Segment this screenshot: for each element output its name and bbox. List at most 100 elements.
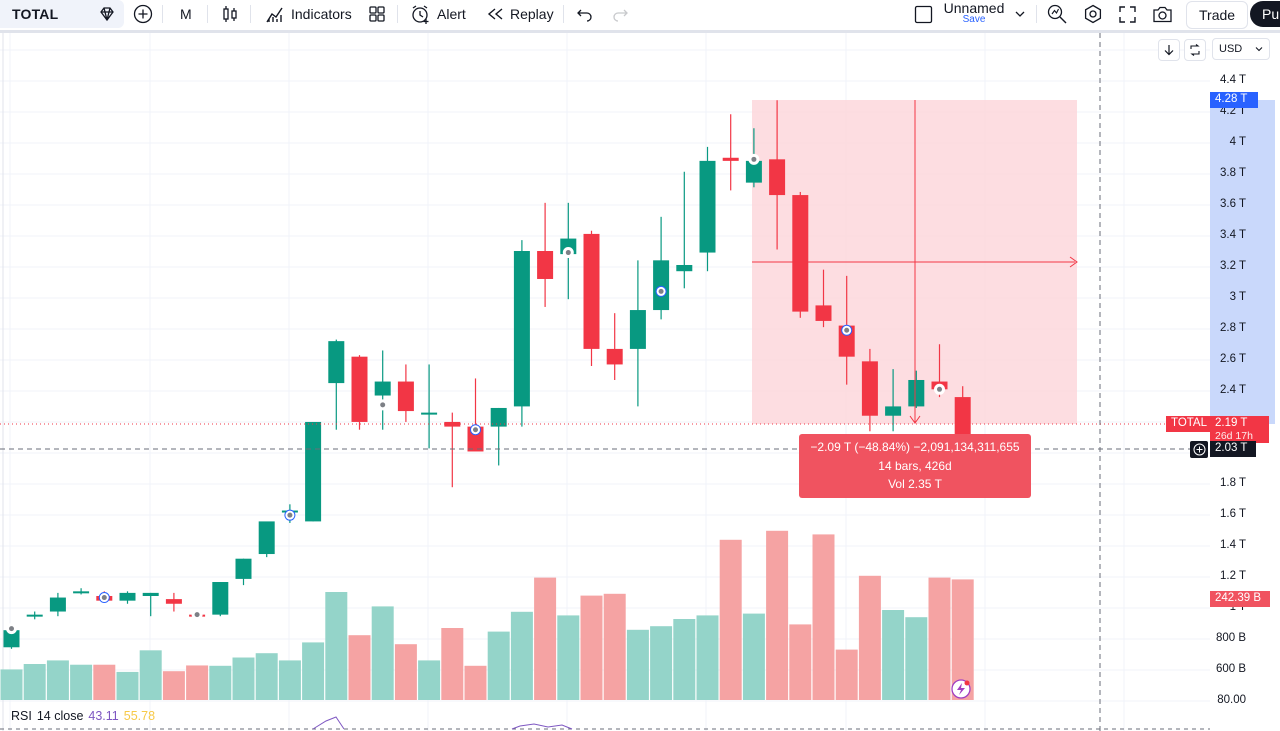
layout-save-label: Save [962, 14, 986, 25]
fullscreen-icon[interactable] [1118, 0, 1137, 28]
interval-button[interactable]: M [180, 0, 192, 28]
volume-bar [278, 660, 301, 700]
add-plus-icon[interactable] [1190, 441, 1208, 458]
event-markers [6, 153, 945, 635]
candle-body [351, 356, 368, 422]
rsi-line [312, 716, 573, 730]
candle-body [328, 341, 345, 384]
candle-body [49, 597, 66, 612]
candle-body [73, 591, 90, 594]
volume-bar [487, 631, 510, 700]
symbol-label: TOTAL [12, 6, 59, 22]
alarm-clock-icon [412, 4, 429, 24]
alert-button[interactable]: Alert [410, 0, 466, 28]
interval-label: M [180, 6, 192, 22]
candle [513, 240, 530, 427]
volume-bar [139, 650, 162, 700]
candle-body [513, 251, 530, 407]
auto-scale-icon[interactable] [1184, 39, 1206, 61]
candle-body [722, 157, 739, 161]
volume-bar [464, 665, 487, 700]
measure-bars: 14 bars, 426d [878, 458, 952, 473]
candle-body [537, 251, 554, 279]
volume-bar [951, 579, 974, 700]
rewind-icon [487, 8, 503, 20]
chevron-down-icon [1255, 47, 1263, 52]
symbol-price-tag: TOTAL [1166, 416, 1210, 432]
event-marker-dot [844, 327, 850, 333]
candle-body [3, 630, 20, 648]
crosshair-price-tag: 2.03 T [1210, 441, 1256, 457]
replay-button[interactable]: Replay [486, 0, 554, 28]
settings-icon[interactable] [1083, 0, 1103, 28]
volume-bar [510, 611, 533, 700]
candle [537, 202, 554, 307]
event-marker-dot [751, 156, 757, 162]
top-toolbar: TOTAL M Indicators Alert Replay Unnamed [0, 0, 1280, 33]
candle [583, 230, 600, 367]
volume-bar [580, 595, 603, 700]
layout-name-button[interactable]: Unnamed Save [943, 0, 1005, 28]
measure-change: −2.09 T (−48.84%) −2,091,134,311,655 [810, 440, 1020, 454]
candle-body [606, 348, 623, 365]
volume-bar [534, 577, 557, 700]
camera-icon[interactable] [1152, 0, 1173, 28]
candle-body [165, 599, 182, 604]
candles [3, 100, 971, 649]
publish-button[interactable]: Pub [1250, 1, 1280, 27]
candle [699, 146, 716, 272]
volume-bar [905, 617, 928, 700]
trade-button[interactable]: Trade [1186, 1, 1249, 29]
event-marker-dot [287, 512, 293, 518]
templates-icon[interactable] [367, 0, 387, 28]
price-axis-tick: 3.2 T [1220, 260, 1246, 272]
range-top-price-tag: 4.28 T [1210, 92, 1258, 108]
price-chart[interactable] [0, 33, 1280, 731]
volume-bar [835, 649, 858, 700]
add-symbol-icon[interactable] [133, 0, 153, 28]
quick-search-icon[interactable] [1046, 0, 1068, 28]
layout-name: Unnamed [943, 0, 1005, 16]
price-axis-tick: 600 B [1215, 663, 1246, 675]
volume-bar [441, 628, 464, 700]
candle [212, 582, 229, 617]
price-axis-tick: 1.2 T [1220, 570, 1246, 582]
candle [49, 592, 66, 617]
candle-body [258, 521, 275, 555]
candle-body [629, 310, 646, 349]
rsi-legend[interactable]: RSI 14 close 43.11 55.78 [11, 709, 155, 723]
candle [885, 369, 902, 432]
candle-body [861, 361, 878, 416]
candle [258, 521, 275, 558]
candle [26, 611, 43, 620]
volume-bar [23, 664, 46, 700]
price-axis-tick: 3.4 T [1220, 229, 1246, 241]
candle-body [815, 305, 832, 321]
rsi-ma-value: 55.78 [123, 709, 156, 723]
layout-checkbox-icon[interactable] [914, 0, 933, 28]
event-marker-dot [380, 402, 386, 408]
candle-body [745, 160, 762, 183]
redo-icon[interactable] [611, 0, 629, 28]
currency-select[interactable]: USD [1212, 38, 1270, 60]
chart-area[interactable]: 4.4 T 4.2 T 4 T 3.8 T 3.6 T 3.4 T 3.2 T 3 T 2.8 … [0, 33, 1280, 731]
candle [351, 355, 368, 430]
volume-bar [603, 593, 626, 700]
diamond-icon[interactable] [98, 0, 120, 28]
price-axis-tick: 4.4 T [1220, 74, 1246, 86]
volume-bars [0, 530, 974, 700]
chevron-down-icon[interactable] [1014, 0, 1026, 28]
volume-bar [394, 644, 417, 700]
candle-body [421, 412, 438, 415]
undo-icon[interactable] [576, 0, 594, 28]
price-axis-tick: 2.8 T [1220, 322, 1246, 334]
candles-icon[interactable] [221, 0, 239, 28]
volume-bar [325, 592, 348, 700]
candle [397, 364, 414, 422]
indicators-button[interactable]: Indicators [265, 0, 352, 28]
trade-label: Trade [1199, 7, 1236, 23]
replay-label: Replay [510, 6, 554, 22]
scroll-down-icon[interactable] [1158, 39, 1180, 61]
symbol-search[interactable]: TOTAL [0, 0, 124, 28]
volume-bar [209, 665, 232, 700]
